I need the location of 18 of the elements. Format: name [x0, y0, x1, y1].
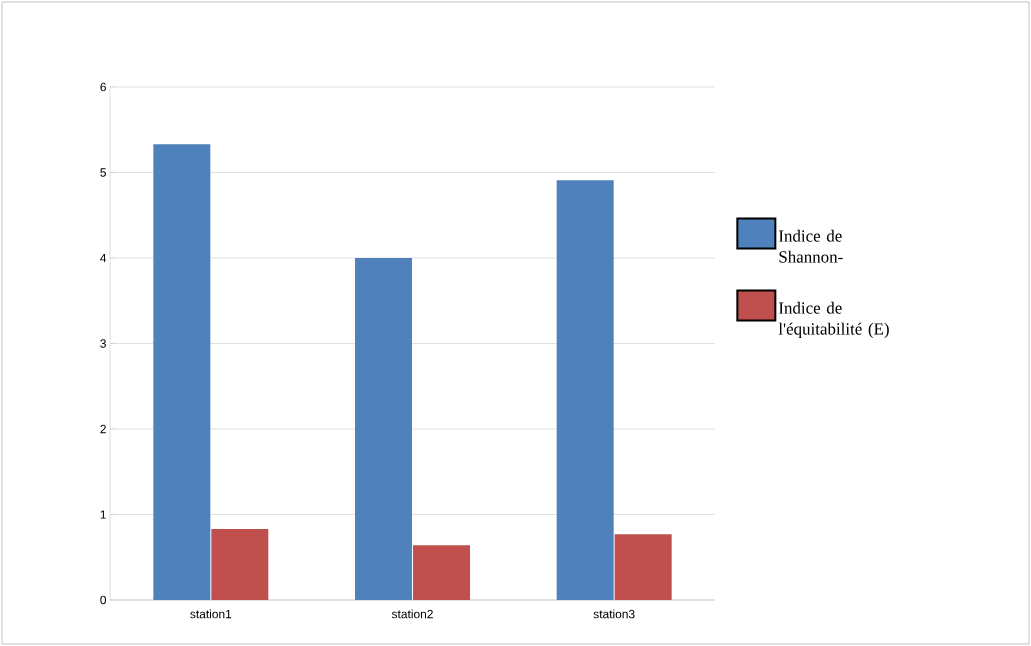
y-tick-label: 4 — [100, 253, 107, 263]
bar — [614, 534, 672, 600]
x-tick-label: station2 — [391, 609, 433, 619]
y-tick-label: 3 — [100, 339, 106, 348]
y-tick-label: 6 — [100, 82, 106, 92]
x-tick-label: station3 — [593, 609, 635, 619]
legend-label: Indice de l'équitabilité (E) — [778, 301, 889, 339]
y-tick-label: 5 — [100, 168, 106, 177]
x-tick-label: station1 — [190, 609, 232, 619]
bar — [413, 545, 470, 600]
y-tick-label: 1 — [100, 510, 106, 519]
bar — [355, 258, 412, 600]
bar — [556, 180, 614, 600]
y-tick-label: 0 — [100, 595, 107, 605]
y-tick-label: 2 — [100, 424, 106, 434]
bar — [211, 529, 269, 600]
bar — [153, 144, 211, 600]
legend-label: Indice de Shannon- — [778, 229, 843, 263]
